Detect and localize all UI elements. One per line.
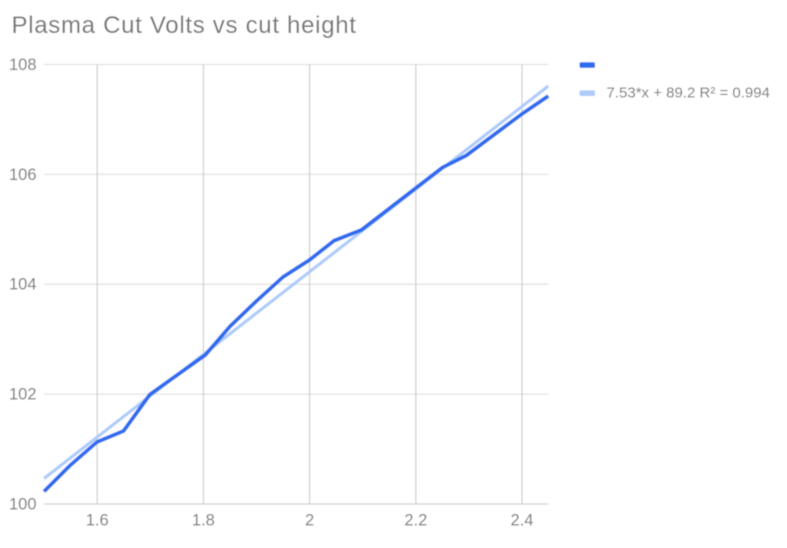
svg-text:106: 106 — [9, 166, 37, 184]
svg-text:7.53*x + 89.2 R² = 0.994: 7.53*x + 89.2 R² = 0.994 — [607, 85, 770, 102]
svg-text:Plasma Cut Volts vs cut height: Plasma Cut Volts vs cut height — [12, 12, 357, 39]
svg-text:1.6: 1.6 — [86, 511, 109, 529]
svg-text:108: 108 — [9, 56, 37, 74]
svg-text:104: 104 — [9, 276, 37, 294]
svg-text:2.4: 2.4 — [511, 511, 534, 529]
svg-text:102: 102 — [9, 386, 37, 404]
svg-text:2.2: 2.2 — [404, 511, 427, 529]
svg-text:2: 2 — [305, 511, 314, 529]
svg-text:1.8: 1.8 — [192, 511, 215, 529]
svg-text:100: 100 — [9, 496, 37, 514]
